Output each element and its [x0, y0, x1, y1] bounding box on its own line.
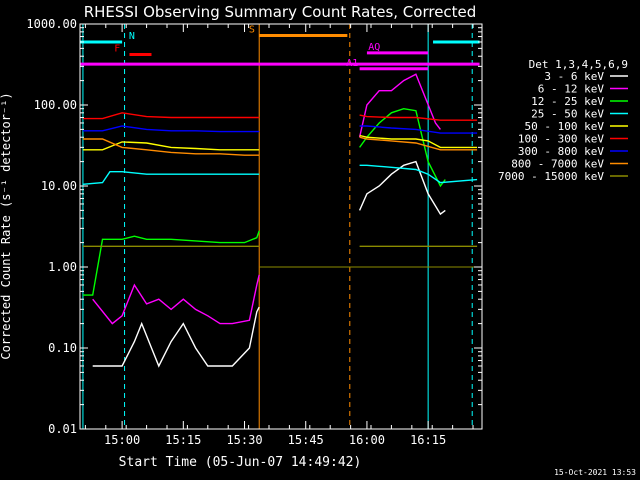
x-tick-label-3: 15:45: [288, 433, 324, 447]
series-line-1: [92, 274, 260, 325]
flag-label-n: N: [129, 31, 135, 42]
series-line-3: [82, 170, 260, 185]
series-line-13: [359, 134, 478, 149]
chart-title: RHESSI Observing Summary Count Rates, Co…: [84, 3, 477, 21]
y-tick-label-5: 0.01: [48, 422, 77, 436]
flag-label-f: F: [114, 44, 120, 55]
series-line-14: [359, 114, 478, 121]
series-line-12: [359, 164, 478, 184]
legend-entry-2: 12 - 25 keV: [531, 95, 604, 108]
legend-entry-7: 800 - 7000 keV: [511, 158, 604, 171]
footer-timestamp: 15-Oct-2021 13:53: [554, 468, 636, 477]
legend-entry-6: 300 - 800 keV: [518, 145, 604, 158]
y-tick-label-2: 10.00: [41, 179, 77, 193]
series-line-9: [358, 160, 446, 216]
series-line-4: [82, 141, 260, 151]
flag-label-a1: A1: [346, 58, 358, 69]
x-axis-label: Start Time (05-Jun-07 14:49:42): [119, 455, 362, 470]
legend-entry-5: 100 - 300 keV: [518, 133, 604, 146]
flag-label-aq: AQ: [368, 42, 380, 53]
y-axis-label: Corrected Count Rate (s⁻¹ detector⁻¹): [0, 92, 13, 359]
series-line-7: [82, 138, 260, 156]
x-tick-label-0: 15:00: [104, 433, 140, 447]
legend-entry-1: 6 - 12 keV: [538, 83, 605, 96]
data-layer: NF S AQ A1: [80, 24, 480, 429]
series-line-11: [359, 107, 446, 188]
legend-title: Det 1,3,4,5,6,9: [529, 58, 628, 71]
legend-entry-0: 3 - 6 keV: [544, 70, 604, 83]
legend-entry-3: 25 - 50 keV: [531, 108, 604, 121]
flag-label-s: S: [249, 25, 255, 36]
series-line-15: [359, 125, 478, 134]
y-tick-label-4: 0.10: [48, 341, 77, 355]
series-line-5: [82, 112, 260, 120]
y-tick-label-1: 100.00: [34, 98, 77, 112]
x-tick-label-1: 15:15: [165, 433, 201, 447]
legend-entry-4: 50 - 100 keV: [525, 120, 605, 133]
x-tick-label-4: 16:00: [349, 433, 385, 447]
y-tick-label-0: 1000.00: [26, 17, 77, 31]
series-line-2: [82, 230, 260, 296]
series-line-6: [82, 125, 260, 133]
series-line-16: [359, 136, 478, 151]
x-tick-label-5: 16:15: [410, 433, 446, 447]
series-line-0: [92, 306, 260, 368]
y-tick-label-3: 1.00: [48, 260, 77, 274]
legend-entry-8: 7000 - 15000 keV: [498, 170, 604, 183]
series-line-10: [358, 73, 441, 138]
plot-frame: [79, 23, 483, 430]
x-tick-label-2: 15:30: [226, 433, 262, 447]
axis-layer: 1000.00 100.00 10.00 1.00 0.10 0.01 15:00 15:15…: [26, 17, 482, 447]
